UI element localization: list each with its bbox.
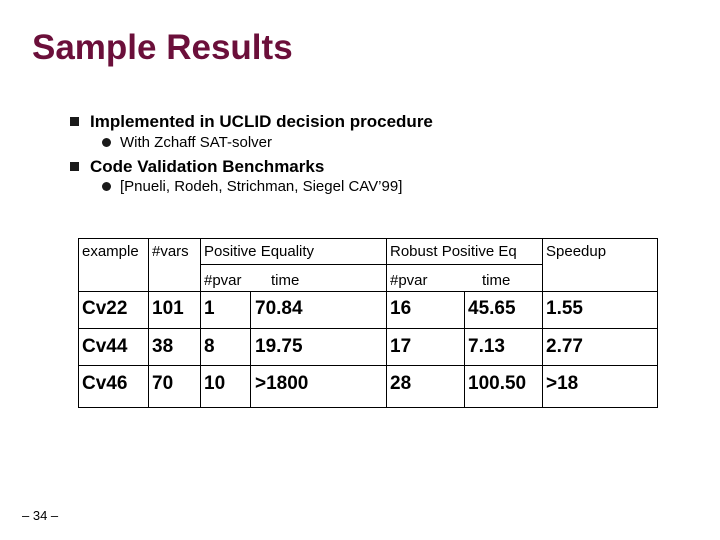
table-cell-pos-time: >1800 xyxy=(255,373,309,394)
table-cell-vars: 70 xyxy=(152,373,174,394)
square-bullet-icon xyxy=(70,117,79,126)
subheader-rob-time: time xyxy=(482,272,511,289)
table-cell-rob-pvar: 28 xyxy=(390,373,412,394)
sub-bullet-text: With Zchaff SAT-solver xyxy=(120,134,272,151)
table-cell-vars: 101 xyxy=(152,298,184,319)
slide-title: Sample Results xyxy=(32,28,293,67)
table-cell-speedup: 1.55 xyxy=(546,298,583,319)
subheader-pos-time: time xyxy=(271,272,300,289)
col-rule xyxy=(386,238,387,408)
square-bullet-icon xyxy=(70,162,79,171)
row-rule xyxy=(78,365,658,366)
subheader-pos-pvar: #pvar xyxy=(204,272,242,289)
round-bullet-icon xyxy=(102,138,111,147)
sub-bullet-text: [Pnueli, Rodeh, Strichman, Siegel CAV’99… xyxy=(120,178,403,195)
col-rule xyxy=(78,238,79,408)
table-cell-rob-time: 100.50 xyxy=(468,373,527,394)
table-cell-vars: 38 xyxy=(152,336,174,357)
table-cell-example: Cv46 xyxy=(82,373,128,394)
row-rule xyxy=(78,328,658,329)
table-cell-speedup: 2.77 xyxy=(546,336,583,357)
positive-subheader-rule xyxy=(200,264,386,265)
header-bottom-rule xyxy=(78,291,658,292)
col-rule xyxy=(657,238,658,408)
table-cell-pos-pvar: 1 xyxy=(204,298,215,319)
table-cell-pos-pvar: 8 xyxy=(204,336,215,357)
table-cell-pos-time: 70.84 xyxy=(255,298,303,319)
table-cell-example: Cv22 xyxy=(82,298,128,319)
table-bottom-rule xyxy=(78,407,658,408)
robust-subheader-rule xyxy=(386,264,542,265)
table-cell-rob-pvar: 16 xyxy=(390,298,412,319)
table-cell-example: Cv44 xyxy=(82,336,128,357)
table-cell-rob-time: 7.13 xyxy=(468,336,505,357)
header-example: example xyxy=(82,243,139,260)
header-speedup: Speedup xyxy=(546,243,607,260)
bullet-text: Code Validation Benchmarks xyxy=(90,157,325,176)
table-cell-pos-time: 19.75 xyxy=(255,336,303,357)
col-rule xyxy=(250,291,251,408)
header-vars: #vars xyxy=(152,243,189,260)
page-number: – 34 – xyxy=(22,508,59,523)
table-cell-rob-time: 45.65 xyxy=(468,298,516,319)
header-robust-positive-eq: Robust Positive Eq xyxy=(390,243,517,260)
col-rule xyxy=(200,238,201,408)
table-top-rule xyxy=(78,238,658,239)
round-bullet-icon xyxy=(102,182,111,191)
table-cell-rob-pvar: 17 xyxy=(390,336,412,357)
header-positive-equality: Positive Equality xyxy=(204,243,315,260)
col-rule xyxy=(542,238,543,408)
results-table: example #vars Positive Equality Robust P… xyxy=(78,238,658,408)
table-cell-pos-pvar: 10 xyxy=(204,373,226,394)
col-rule xyxy=(464,291,465,408)
bullet-text: Implemented in UCLID decision procedure xyxy=(90,112,433,131)
col-rule xyxy=(148,238,149,408)
table-cell-speedup: >18 xyxy=(546,373,579,394)
subheader-rob-pvar: #pvar xyxy=(390,272,428,289)
